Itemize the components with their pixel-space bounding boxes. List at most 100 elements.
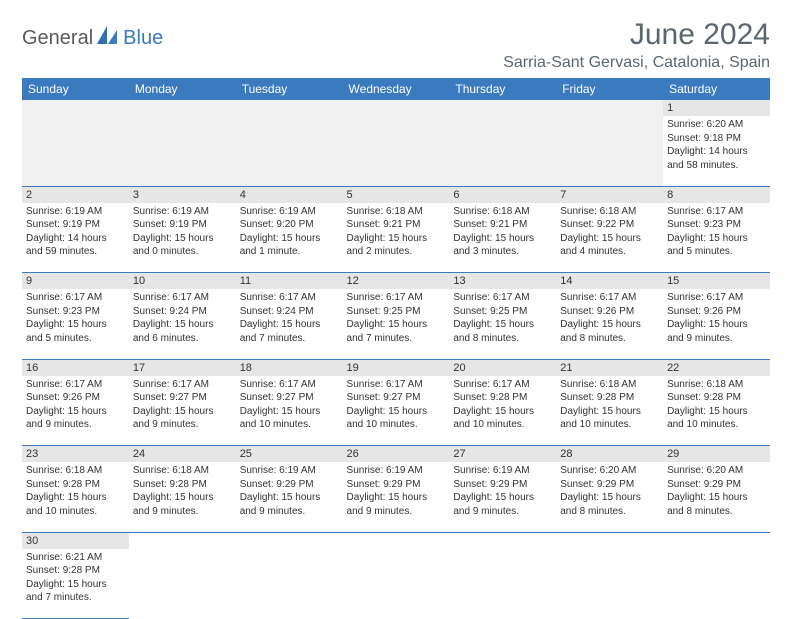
day-details-cell: Sunrise: 6:19 AMSunset: 9:29 PMDaylight:… [449,462,556,532]
day-details: Sunrise: 6:17 AMSunset: 9:24 PMDaylight:… [133,291,232,345]
detail-line: Sunrise: 6:17 AM [347,291,446,305]
day-details: Sunrise: 6:18 AMSunset: 9:28 PMDaylight:… [667,378,766,432]
detail-line: Sunset: 9:28 PM [26,564,125,578]
day-number: 26 [347,448,359,460]
day-details: Sunrise: 6:20 AMSunset: 9:18 PMDaylight:… [667,118,766,172]
detail-line: and 9 minutes. [453,505,552,519]
detail-line: and 0 minutes. [133,245,232,259]
day-number-cell: 12 [343,273,450,290]
day-number-cell [236,532,343,549]
detail-line: Daylight: 15 hours [133,491,232,505]
detail-line: and 58 minutes. [667,159,766,173]
day-details: Sunrise: 6:17 AMSunset: 9:26 PMDaylight:… [26,378,125,432]
day-number-row: 30 [22,532,770,549]
detail-line: and 9 minutes. [667,332,766,346]
detail-line: and 4 minutes. [560,245,659,259]
day-details: Sunrise: 6:17 AMSunset: 9:25 PMDaylight:… [347,291,446,345]
detail-line: Sunset: 9:23 PM [667,218,766,232]
day-number-row: 23242526272829 [22,446,770,463]
day-details-cell: Sunrise: 6:18 AMSunset: 9:28 PMDaylight:… [129,462,236,532]
detail-line: Sunset: 9:28 PM [560,391,659,405]
day-number: 8 [667,189,673,201]
detail-line: Sunrise: 6:18 AM [453,205,552,219]
detail-line: Sunset: 9:27 PM [347,391,446,405]
day-number-cell: 8 [663,186,770,203]
detail-line: Sunset: 9:21 PM [347,218,446,232]
day-number: 16 [26,362,38,374]
detail-line: Sunrise: 6:18 AM [667,378,766,392]
day-number-cell [556,100,663,116]
detail-line: and 9 minutes. [240,505,339,519]
day-number-cell: 21 [556,359,663,376]
day-details: Sunrise: 6:19 AMSunset: 9:19 PMDaylight:… [26,205,125,259]
detail-line: and 2 minutes. [347,245,446,259]
detail-line: Sunrise: 6:18 AM [347,205,446,219]
detail-line: Sunset: 9:24 PM [133,305,232,319]
day-number-cell [343,100,450,116]
day-number: 10 [133,275,145,287]
detail-line: Sunset: 9:26 PM [667,305,766,319]
day-details-cell: Sunrise: 6:19 AMSunset: 9:20 PMDaylight:… [236,203,343,273]
day-number-cell [449,100,556,116]
day-number: 7 [560,189,566,201]
detail-line: Sunset: 9:26 PM [26,391,125,405]
day-details-cell: Sunrise: 6:18 AMSunset: 9:28 PMDaylight:… [556,376,663,446]
day-details-row: Sunrise: 6:19 AMSunset: 9:19 PMDaylight:… [22,203,770,273]
detail-line: Sunset: 9:25 PM [453,305,552,319]
day-number-cell [236,100,343,116]
day-details: Sunrise: 6:17 AMSunset: 9:25 PMDaylight:… [453,291,552,345]
day-details-row: Sunrise: 6:21 AMSunset: 9:28 PMDaylight:… [22,549,770,619]
weekday-header-row: Sunday Monday Tuesday Wednesday Thursday… [22,78,770,100]
day-number-cell: 30 [22,532,129,549]
day-number-cell [22,100,129,116]
day-details-cell: Sunrise: 6:18 AMSunset: 9:28 PMDaylight:… [663,376,770,446]
detail-line: Daylight: 14 hours [667,145,766,159]
detail-line: Daylight: 15 hours [560,405,659,419]
detail-line: and 59 minutes. [26,245,125,259]
day-number-cell: 11 [236,273,343,290]
day-details-row: Sunrise: 6:18 AMSunset: 9:28 PMDaylight:… [22,462,770,532]
detail-line: and 7 minutes. [26,591,125,605]
detail-line: Sunrise: 6:19 AM [347,464,446,478]
day-details-cell: Sunrise: 6:19 AMSunset: 9:19 PMDaylight:… [22,203,129,273]
day-number-cell: 26 [343,446,450,463]
detail-line: Sunset: 9:23 PM [26,305,125,319]
detail-line: Daylight: 15 hours [667,232,766,246]
detail-line: Daylight: 15 hours [560,232,659,246]
day-number-cell: 16 [22,359,129,376]
day-details-cell [663,549,770,619]
detail-line: Sunrise: 6:17 AM [667,205,766,219]
day-details: Sunrise: 6:19 AMSunset: 9:19 PMDaylight:… [133,205,232,259]
detail-line: Sunrise: 6:17 AM [560,291,659,305]
day-details: Sunrise: 6:17 AMSunset: 9:26 PMDaylight:… [560,291,659,345]
title-block: June 2024 Sarria-Sant Gervasi, Catalonia… [503,18,770,72]
detail-line: Sunrise: 6:19 AM [240,205,339,219]
detail-line: Sunset: 9:20 PM [240,218,339,232]
day-number-cell: 18 [236,359,343,376]
day-details-cell: Sunrise: 6:17 AMSunset: 9:24 PMDaylight:… [129,289,236,359]
detail-line: Sunset: 9:29 PM [347,478,446,492]
detail-line: Daylight: 15 hours [133,405,232,419]
day-details-cell: Sunrise: 6:17 AMSunset: 9:26 PMDaylight:… [22,376,129,446]
day-number: 28 [560,448,572,460]
day-details-cell [236,549,343,619]
detail-line: Daylight: 15 hours [347,318,446,332]
detail-line: and 9 minutes. [133,418,232,432]
day-number-cell: 28 [556,446,663,463]
day-details-cell: Sunrise: 6:19 AMSunset: 9:29 PMDaylight:… [236,462,343,532]
detail-line: Sunrise: 6:17 AM [453,378,552,392]
day-number: 11 [240,275,251,287]
day-number: 17 [133,362,145,374]
day-details-cell: Sunrise: 6:17 AMSunset: 9:23 PMDaylight:… [22,289,129,359]
day-details: Sunrise: 6:21 AMSunset: 9:28 PMDaylight:… [26,551,125,605]
day-details: Sunrise: 6:17 AMSunset: 9:24 PMDaylight:… [240,291,339,345]
detail-line: Daylight: 15 hours [453,318,552,332]
day-number-cell: 14 [556,273,663,290]
detail-line: Daylight: 15 hours [133,232,232,246]
day-number-cell: 29 [663,446,770,463]
day-number-cell: 5 [343,186,450,203]
day-details-cell [236,116,343,186]
day-number: 15 [667,275,679,287]
day-details-cell: Sunrise: 6:17 AMSunset: 9:27 PMDaylight:… [129,376,236,446]
day-details: Sunrise: 6:18 AMSunset: 9:28 PMDaylight:… [26,464,125,518]
